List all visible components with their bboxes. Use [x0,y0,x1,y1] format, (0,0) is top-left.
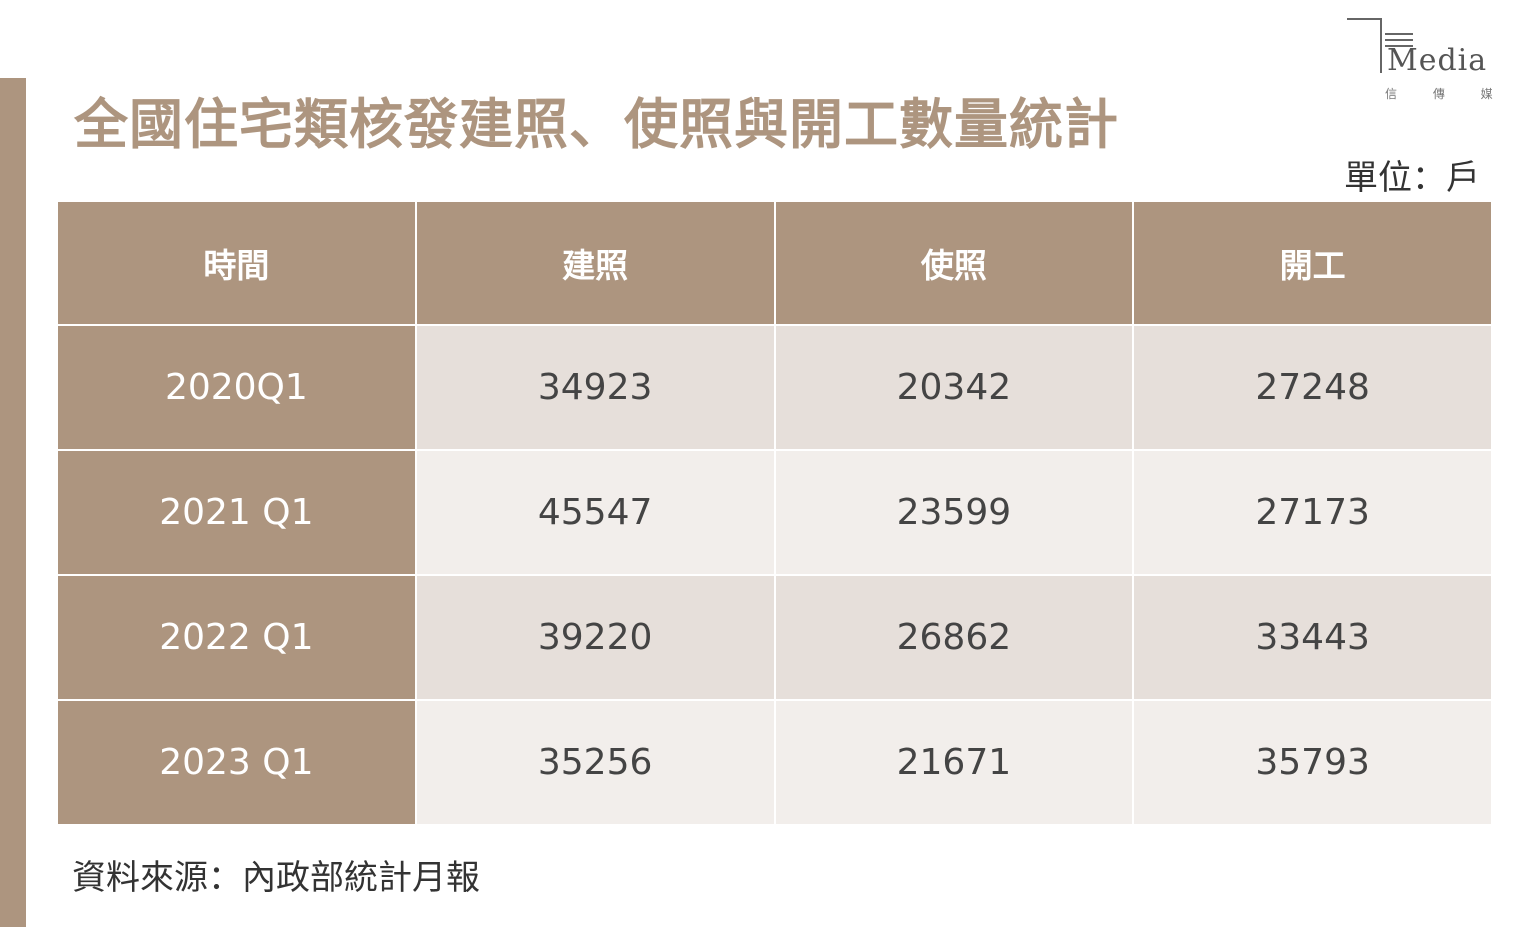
value-cell: 27173 [1134,451,1491,574]
table-row: 2022 Q1 39220 26862 33443 [58,576,1491,699]
column-header: 建照 [416,202,774,324]
logo-chinese: 信 傳 媒 [1385,87,1505,101]
side-accent-bar [0,78,26,927]
row-label-cell: 2023 Q1 [58,701,415,824]
header-row: 時間 建照 使照 開工 [58,202,1491,324]
column-header: 時間 [58,202,415,324]
logo-mark [1380,18,1382,73]
value-cell: 27248 [1134,326,1491,449]
value-cell: 35793 [1134,701,1491,824]
row-label-cell: 2022 Q1 [58,576,415,699]
value-cell: 33443 [1134,576,1491,699]
value-cell: 34923 [416,326,774,449]
unit-label: 單位：戶 [1344,158,1480,198]
column-header: 開工 [1134,202,1491,324]
source-note: 資料來源：內政部統計月報 [72,858,480,898]
table-row: 2023 Q1 35256 21671 35793 [58,701,1491,824]
value-cell: 20342 [775,326,1133,449]
value-cell: 23599 [775,451,1133,574]
value-cell: 45547 [416,451,774,574]
data-table: 時間 建照 使照 開工 2020Q1 34923 20342 27248 2021 Q1… [56,200,1493,826]
value-cell: 21671 [775,701,1133,824]
row-label-cell: 2021 Q1 [58,451,415,574]
value-cell: 39220 [416,576,774,699]
logo-mark [1347,18,1380,20]
logo-text: Media [1387,43,1488,78]
value-cell: 26862 [775,576,1133,699]
page-title: 全國住宅類核發建照、使照與開工數量統計 [74,93,1119,156]
column-header: 使照 [775,202,1133,324]
value-cell: 35256 [416,701,774,824]
table-row: 2021 Q1 45547 23599 27173 [58,451,1491,574]
logo-mark [1385,33,1413,35]
row-label-cell: 2020Q1 [58,326,415,449]
table-row: 2020Q1 34923 20342 27248 [58,326,1491,449]
logo: Media 信 傳 媒 [1345,15,1510,105]
